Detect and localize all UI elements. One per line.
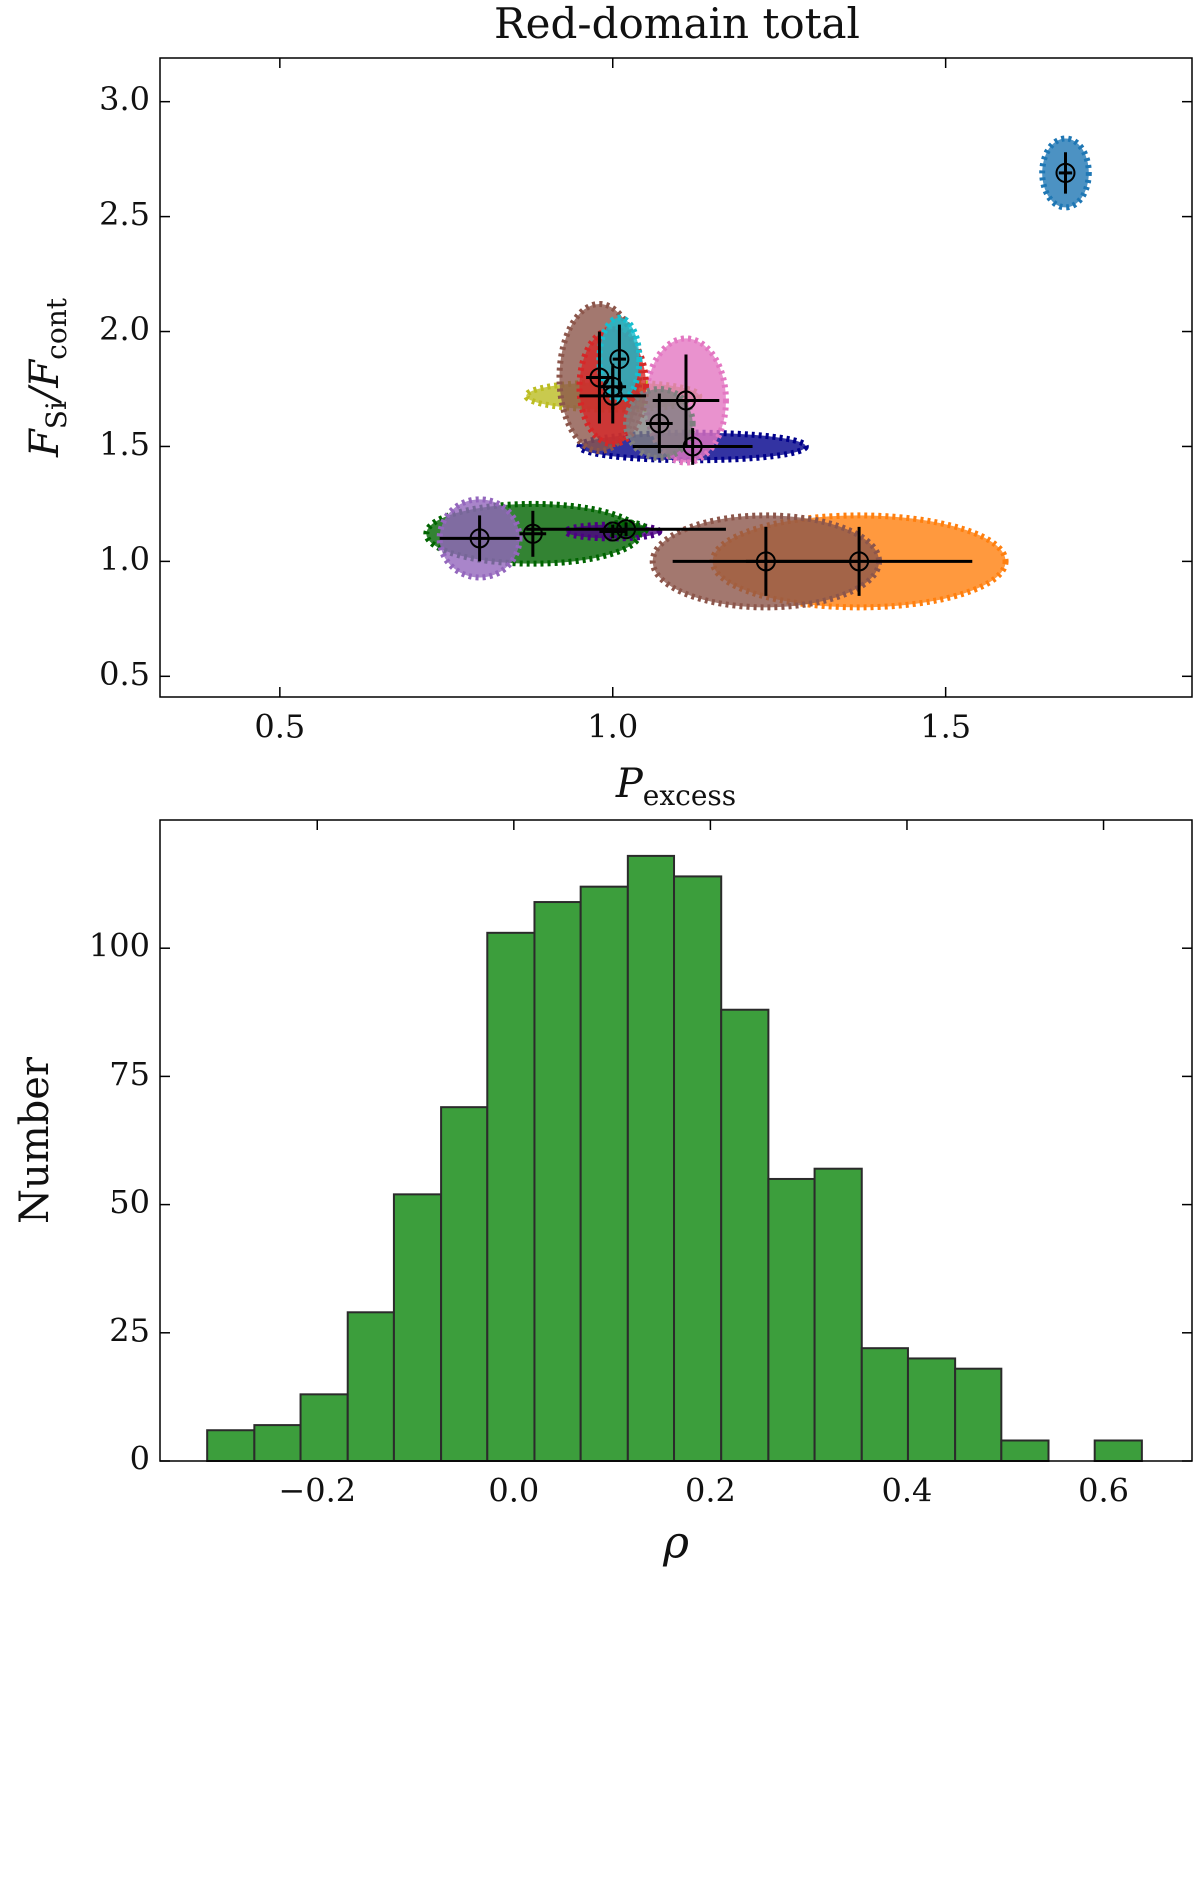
bar	[579, 885, 629, 1462]
bar	[906, 1357, 957, 1462]
y-tick-label: 3.0	[99, 80, 150, 118]
axes-frame	[159, 57, 1193, 698]
y-label-f: /F	[22, 359, 68, 405]
y-tick-label: 100	[89, 927, 150, 965]
bar	[860, 1347, 909, 1462]
bar	[486, 931, 536, 1462]
mean-point	[616, 519, 637, 540]
x-axis-label: Pexcess	[615, 761, 736, 812]
x-tick-label: 0.2	[685, 1472, 736, 1510]
bar	[299, 1393, 349, 1463]
y-tick-label: 2.0	[99, 310, 150, 348]
x-tick-label: 1.0	[587, 708, 638, 746]
mean-point	[755, 551, 776, 572]
x-tick-label: 0.5	[254, 708, 305, 746]
y-tick-label: 1.0	[99, 540, 150, 578]
bar	[720, 1008, 770, 1463]
mean-point	[609, 349, 630, 370]
mean-point	[602, 521, 623, 542]
bar	[206, 1429, 256, 1463]
y-label-f: F	[22, 428, 68, 458]
mean-point	[602, 376, 623, 397]
y-label-sub: Si	[40, 401, 73, 429]
x-tick-label: 0.0	[488, 1472, 539, 1510]
x-label-main: P	[615, 761, 644, 807]
x-tick-label: 0.4	[882, 1472, 933, 1510]
y-label-sub: cont	[40, 297, 73, 360]
x-axis-label: ρ	[662, 1518, 689, 1569]
y-tick-label: 0.5	[99, 655, 150, 693]
mean-point	[469, 528, 490, 549]
plot-area	[423, 135, 1092, 611]
mean-point	[682, 436, 703, 457]
x-label-sub: excess	[643, 779, 736, 812]
mean-point	[522, 523, 543, 544]
bar	[626, 854, 676, 1462]
axes-frame	[159, 819, 1193, 1462]
bar	[767, 1177, 816, 1462]
bar	[440, 1106, 489, 1462]
bar	[954, 1367, 1003, 1463]
y-axis-label: FSi/Fcont	[22, 297, 73, 458]
bar	[533, 901, 582, 1462]
bar	[673, 875, 723, 1462]
mean-point	[1055, 162, 1076, 183]
bar	[813, 1167, 863, 1462]
x-tick-label: −0.2	[278, 1472, 356, 1510]
y-tick-label: 0	[130, 1440, 150, 1478]
chart-title: Red-domain total	[494, 0, 860, 48]
y-tick-label: 25	[109, 1311, 150, 1349]
y-tick-label: 75	[109, 1055, 150, 1093]
bar	[1000, 1439, 1050, 1463]
x-tick-label: 1.5	[920, 708, 971, 746]
bar	[392, 1193, 443, 1462]
y-tick-label: 1.5	[99, 425, 150, 463]
bar	[253, 1424, 302, 1463]
mean-point	[649, 413, 670, 434]
bar	[346, 1311, 395, 1462]
mean-point	[675, 390, 696, 411]
y-tick-label: 50	[109, 1183, 150, 1221]
y-axis-label: Number	[12, 1056, 58, 1224]
y-tick-label: 2.5	[99, 195, 150, 233]
x-tick-label: 0.6	[1078, 1472, 1129, 1510]
bar	[1093, 1439, 1143, 1463]
